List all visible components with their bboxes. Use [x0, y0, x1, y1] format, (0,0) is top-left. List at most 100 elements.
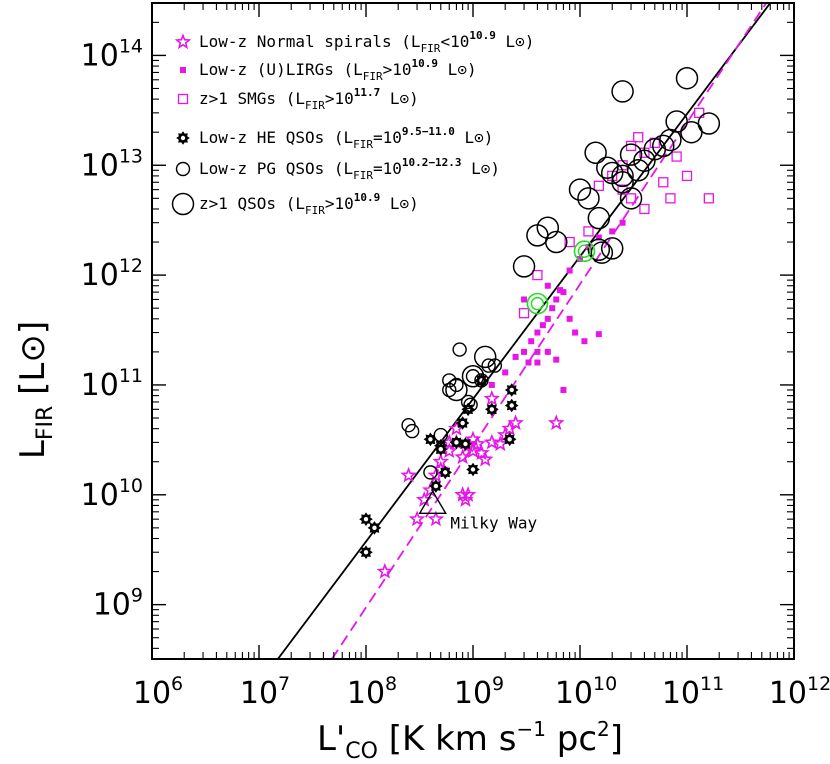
series-6: [526, 240, 596, 315]
point-4-5: [449, 377, 464, 393]
point-2-11: [658, 177, 669, 188]
legend-label-0: Low-z Normal spirals (LFIR<1010.9 L⊙): [199, 29, 534, 55]
point-1-14: [595, 234, 602, 241]
point-1-3: [521, 348, 528, 355]
data-points: [359, 66, 721, 579]
point-5-8: [577, 187, 600, 210]
series-5: [445, 66, 721, 402]
point-5-3: [512, 255, 536, 278]
point-1-24: [544, 282, 551, 289]
point-4-10: [481, 358, 496, 373]
point-2-2: [564, 236, 575, 248]
point-3-6: [438, 465, 452, 480]
legend: Low-z Normal spirals (LFIR<1010.9 L⊙)Low…: [171, 29, 534, 217]
point-1-7: [544, 315, 551, 322]
point-5-26: [600, 237, 624, 260]
point-1-15: [609, 228, 616, 235]
x-axis-title: L'CO [K km s−1 pc2]: [317, 717, 623, 764]
point-2-8: [633, 132, 644, 143]
point-4-9: [474, 373, 489, 388]
point-5-28: [611, 164, 634, 188]
point-0-28: [457, 491, 474, 507]
legend-marker-4: [175, 161, 191, 177]
y-tick-label: 1013: [81, 145, 143, 183]
point-5-11: [596, 156, 619, 179]
point-5-25: [584, 141, 607, 164]
legend-label-2: z>1 SMGs (LFIR>1011.7 L⊙): [199, 86, 419, 112]
series-4: [401, 342, 503, 480]
point-1-22: [566, 315, 573, 322]
point-1-20: [572, 329, 579, 336]
point-2-0: [518, 308, 530, 319]
legend-marker-0: [174, 33, 192, 50]
point-4-3: [433, 427, 448, 443]
point-0-2: [408, 510, 426, 527]
point-2-3: [583, 226, 594, 237]
point-4-12: [463, 397, 478, 412]
point-3-9: [461, 402, 475, 417]
point-3-0: [359, 512, 373, 526]
point-5-9: [587, 206, 611, 230]
point-4-7: [460, 394, 476, 410]
point-1-17: [534, 359, 541, 366]
point-3-8: [455, 416, 470, 430]
legend-label-1: Low-z (U)LIRGs (LFIR>1010.9 L⊙): [199, 57, 477, 83]
point-2-1: [532, 269, 543, 281]
point-1-28: [556, 287, 563, 294]
point-7-0: [418, 489, 447, 514]
point-0-11: [454, 448, 471, 465]
point-1-6: [539, 322, 546, 329]
point-5-20: [665, 110, 688, 133]
point-5-1: [461, 365, 485, 388]
point-1-1: [502, 369, 509, 376]
fit-line-dashed: [331, 3, 767, 659]
point-5-24: [611, 80, 634, 103]
point-5-27: [619, 187, 643, 210]
fit-lines: [277, 3, 771, 659]
point-1-12: [577, 256, 583, 263]
point-0-18: [507, 414, 524, 431]
y-tick-label: 1011: [81, 365, 143, 403]
series-3: [359, 373, 519, 559]
point-3-1: [367, 521, 382, 535]
point-4-6: [452, 342, 467, 357]
point-1-2: [512, 353, 519, 360]
point-1-0: [488, 381, 495, 388]
point-1-11: [566, 267, 573, 274]
point-5-5: [536, 216, 560, 239]
point-2-7: [625, 140, 637, 152]
point-3-4: [429, 479, 443, 493]
point-2-15: [694, 107, 705, 118]
point-0-26: [491, 435, 509, 452]
x-tick-label: 108: [347, 673, 397, 711]
point-5-0: [445, 378, 468, 402]
point-5-6: [545, 230, 568, 254]
x-tick-label: 109: [454, 673, 504, 711]
point-2-13: [671, 151, 682, 162]
annotation-milky-way: Milky Way: [450, 513, 537, 532]
point-1-19: [560, 386, 567, 393]
point-3-13: [504, 383, 519, 397]
point-4-2: [423, 465, 438, 480]
point-0-0: [376, 562, 394, 579]
legend-label-3: Low-z HE QSOs (LFIR=109.5−11.0 L⊙): [199, 125, 493, 151]
x-tick-label: 1010: [555, 673, 617, 711]
fit-line-solid: [277, 3, 771, 659]
legend-marker-1: [180, 67, 186, 73]
y-axis-title: LFIR [L⊙]: [13, 321, 58, 459]
y-tick-label: 1010: [81, 475, 143, 513]
point-4-8: [465, 369, 481, 384]
legend-marker-2: [177, 93, 189, 105]
point-1-29: [595, 331, 602, 338]
y-tick-label: 1012: [81, 255, 143, 293]
point-3-2: [359, 545, 373, 559]
legend-marker-5: [171, 192, 195, 216]
point-1-16: [619, 219, 626, 226]
point-0-20: [547, 414, 565, 431]
point-5-18: [652, 134, 675, 158]
point-0-17: [501, 420, 518, 436]
point-1-23: [521, 296, 528, 303]
series-1: [488, 219, 626, 393]
point-3-12: [485, 402, 499, 417]
plot-frame: [151, 2, 795, 660]
